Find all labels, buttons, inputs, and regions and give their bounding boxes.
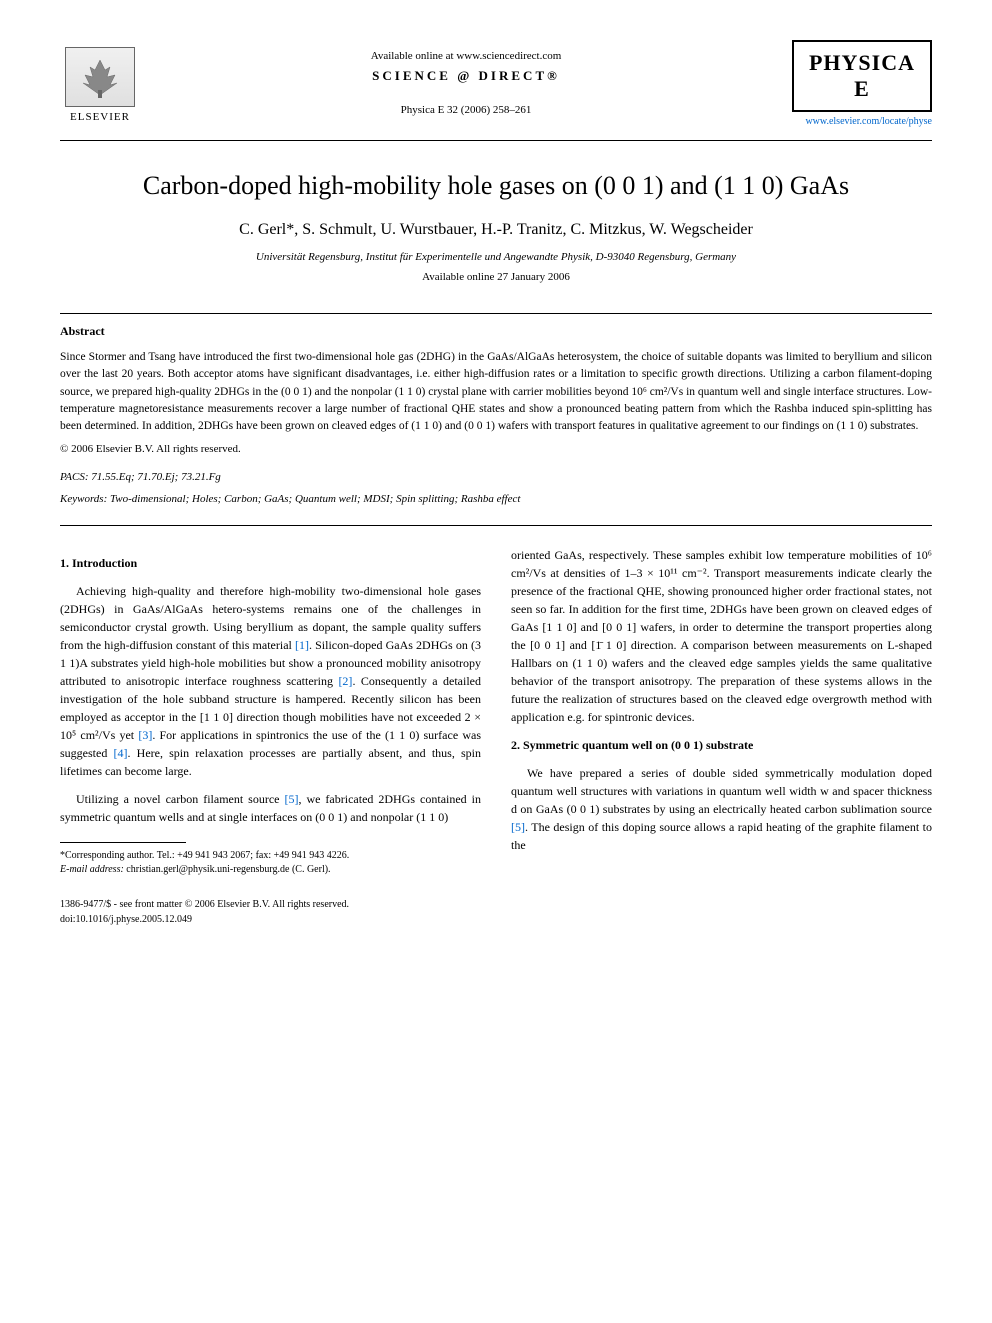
section2-para1: We have prepared a series of double side… xyxy=(511,764,932,854)
ref-link-3[interactable]: [3] xyxy=(138,728,152,742)
authors-list: C. Gerl*, S. Schmult, U. Wurstbauer, H.-… xyxy=(60,221,932,239)
physica-label: PHYSICA E xyxy=(806,50,918,102)
abstract-top-divider xyxy=(60,313,932,314)
copyright-text: © 2006 Elsevier B.V. All rights reserved… xyxy=(60,443,932,455)
page-footer: 1386-9477/$ - see front matter © 2006 El… xyxy=(60,897,481,927)
elsevier-logo: ELSEVIER xyxy=(60,40,140,130)
affiliation: Universität Regensburg, Institut für Exp… xyxy=(60,251,932,263)
issn-text: 1386-9477/$ - see front matter © 2006 El… xyxy=(60,897,481,912)
elsevier-tree-icon xyxy=(65,47,135,107)
physica-logo: PHYSICA E www.elsevier.com/locate/physe xyxy=(792,40,932,127)
journal-link[interactable]: www.elsevier.com/locate/physe xyxy=(792,116,932,127)
ref-link-4[interactable]: [4] xyxy=(114,746,128,760)
ref-link-1[interactable]: [1] xyxy=(295,638,309,652)
physica-box: PHYSICA E xyxy=(792,40,932,112)
ref-link-2[interactable]: [2] xyxy=(338,674,352,688)
article-title: Carbon-doped high-mobility hole gases on… xyxy=(60,171,932,201)
elsevier-label: ELSEVIER xyxy=(70,111,130,123)
ref-link-5b[interactable]: [5] xyxy=(511,820,525,834)
abstract-text: Since Stormer and Tsang have introduced … xyxy=(60,349,932,435)
section1-para3: oriented GaAs, respectively. These sampl… xyxy=(511,546,932,726)
available-online-text: Available online at www.sciencedirect.co… xyxy=(140,50,792,62)
section2-heading: 2. Symmetric quantum well on (0 0 1) sub… xyxy=(511,736,932,754)
header-divider xyxy=(60,140,932,141)
abstract-heading: Abstract xyxy=(60,324,932,339)
doi-text: doi:10.1016/j.physe.2005.12.049 xyxy=(60,912,481,927)
page-header: ELSEVIER Available online at www.science… xyxy=(60,40,932,130)
section1-para1: Achieving high-quality and therefore hig… xyxy=(60,582,481,780)
body-columns: 1. Introduction Achieving high-quality a… xyxy=(60,546,932,927)
section1-heading: 1. Introduction xyxy=(60,554,481,572)
footnote-divider xyxy=(60,842,186,843)
journal-reference: Physica E 32 (2006) 258–261 xyxy=(140,104,792,116)
right-column: oriented GaAs, respectively. These sampl… xyxy=(511,546,932,927)
science-direct-logo: SCIENCE @ DIRECT® xyxy=(140,68,792,84)
ref-link-5[interactable]: [5] xyxy=(284,792,298,806)
keywords: Keywords: Two-dimensional; Holes; Carbon… xyxy=(60,493,932,505)
email-footnote: E-mail address: christian.gerl@physik.un… xyxy=(60,863,481,877)
publication-date: Available online 27 January 2006 xyxy=(60,271,932,283)
center-header: Available online at www.sciencedirect.co… xyxy=(140,40,792,116)
pacs-codes: PACS: 71.55.Eq; 71.70.Ej; 73.21.Fg xyxy=(60,471,932,483)
abstract-bottom-divider xyxy=(60,525,932,526)
corresponding-author-footnote: *Corresponding author. Tel.: +49 941 943… xyxy=(60,849,481,863)
section1-para2: Utilizing a novel carbon filament source… xyxy=(60,790,481,826)
left-column: 1. Introduction Achieving high-quality a… xyxy=(60,546,481,927)
